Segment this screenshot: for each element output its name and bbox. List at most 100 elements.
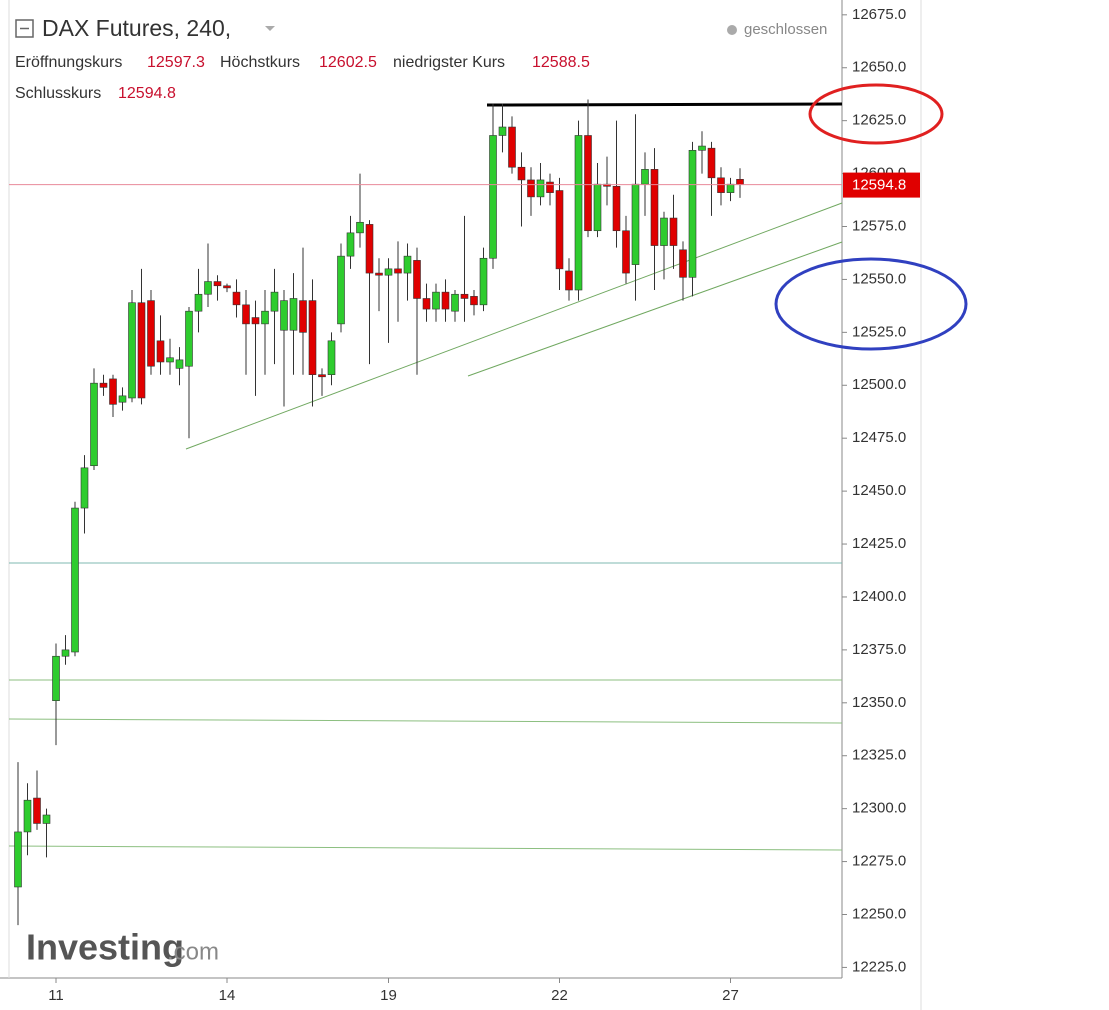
ohlc-value: 12588.5 (532, 54, 590, 71)
candle-body (726, 183, 735, 193)
candle-body (584, 135, 592, 232)
y-tick-label: 12225.0 (852, 958, 906, 975)
y-tick-label: 12475.0 (852, 429, 906, 446)
candle-body (61, 649, 70, 657)
y-tick-label: 12625.0 (852, 112, 906, 129)
candle-body (660, 217, 668, 246)
candle-body (403, 255, 412, 274)
y-tick-label: 12675.0 (852, 6, 906, 23)
y-tick-label: 12425.0 (852, 535, 906, 552)
y-tick-label: 12275.0 (852, 853, 906, 870)
candle-body (479, 257, 488, 306)
y-tick-label: 12500.0 (852, 376, 906, 393)
candle-body (128, 302, 136, 399)
candle-body (52, 655, 60, 701)
candle-body (470, 296, 478, 306)
status-dot (727, 25, 737, 35)
candle-body (669, 217, 678, 246)
trend-line (185, 202, 843, 450)
candle-body (527, 179, 535, 198)
ohlc-label: niedrigster Kurs (393, 54, 505, 71)
y-tick-label: 12350.0 (852, 694, 906, 711)
candle-body (375, 272, 383, 276)
candle-body (42, 814, 51, 824)
candle-body (460, 293, 469, 299)
candle-body (593, 183, 602, 232)
candle-body (242, 304, 250, 325)
y-tick-label: 12450.0 (852, 482, 906, 499)
candle-body (185, 310, 193, 367)
candle-body (308, 300, 317, 375)
candle-body (289, 298, 298, 331)
candle-body (413, 260, 421, 299)
y-tick-label: 12650.0 (852, 59, 906, 76)
last-price-label: 12594.8 (852, 177, 906, 194)
candle-body (23, 799, 32, 833)
candle-body (422, 298, 431, 310)
candle-body (14, 831, 22, 888)
candle-body (631, 183, 640, 265)
candle-body (251, 317, 260, 325)
support-line (8, 845, 843, 851)
candle-body (489, 135, 497, 259)
market-status: geschlossen (744, 21, 827, 38)
x-tick-label: 22 (551, 987, 568, 1004)
candle-body (99, 382, 108, 388)
candle-body (736, 179, 744, 185)
candle-body (451, 293, 459, 312)
chart-title: DAX Futures, 240, (42, 15, 231, 41)
candle-body (118, 395, 127, 403)
collapse-icon[interactable] (15, 19, 34, 38)
candle-body (432, 291, 440, 310)
candle-body (261, 310, 269, 325)
trend-line (467, 241, 843, 377)
candle-body (204, 281, 212, 295)
y-tick-label: 12300.0 (852, 800, 906, 817)
candle-body (650, 169, 659, 246)
ohlc-value: 12594.8 (118, 85, 176, 102)
candle-body (346, 232, 355, 257)
candle-body (270, 291, 279, 312)
candle-body (147, 300, 155, 367)
y-tick-label: 12400.0 (852, 588, 906, 605)
candle-body (365, 224, 374, 274)
candle-body (612, 185, 621, 232)
watermark: Investing (26, 927, 184, 968)
highlight-ellipse (808, 83, 944, 145)
candle-body (33, 797, 41, 824)
plot (14, 99, 744, 926)
candle-body (508, 126, 516, 168)
candle-body (137, 302, 146, 399)
candle-body (318, 374, 326, 378)
candle-body (90, 382, 98, 467)
candle-body (223, 285, 231, 289)
candle-body (707, 147, 716, 179)
x-tick-label: 14 (219, 987, 236, 1004)
highlight-ellipse (774, 257, 968, 351)
candle-body (641, 169, 649, 185)
ohlc-value: 12597.3 (147, 54, 205, 71)
support-line (8, 718, 843, 724)
last-price-box (843, 172, 920, 198)
ohlc-label: Eröffnungskurs (15, 54, 122, 71)
candle-body (337, 255, 345, 325)
candle-body (71, 507, 79, 653)
candle-body (384, 268, 393, 276)
candle-body (299, 300, 307, 333)
candle-body (280, 300, 288, 331)
candle-body (232, 291, 241, 306)
y-tick-label: 12325.0 (852, 747, 906, 764)
x-tick-label: 27 (722, 987, 739, 1004)
x-tick-label: 11 (48, 987, 64, 1004)
dropdown-icon[interactable] (265, 26, 275, 31)
candle-body (574, 135, 583, 291)
candle-body (175, 359, 184, 369)
candle-body (109, 378, 117, 405)
watermark: .com (167, 938, 219, 965)
y-tick-label: 12575.0 (852, 217, 906, 234)
candle-body (498, 126, 507, 136)
candle-body (441, 291, 450, 310)
candle-body (698, 145, 706, 151)
candle-body (717, 177, 725, 193)
